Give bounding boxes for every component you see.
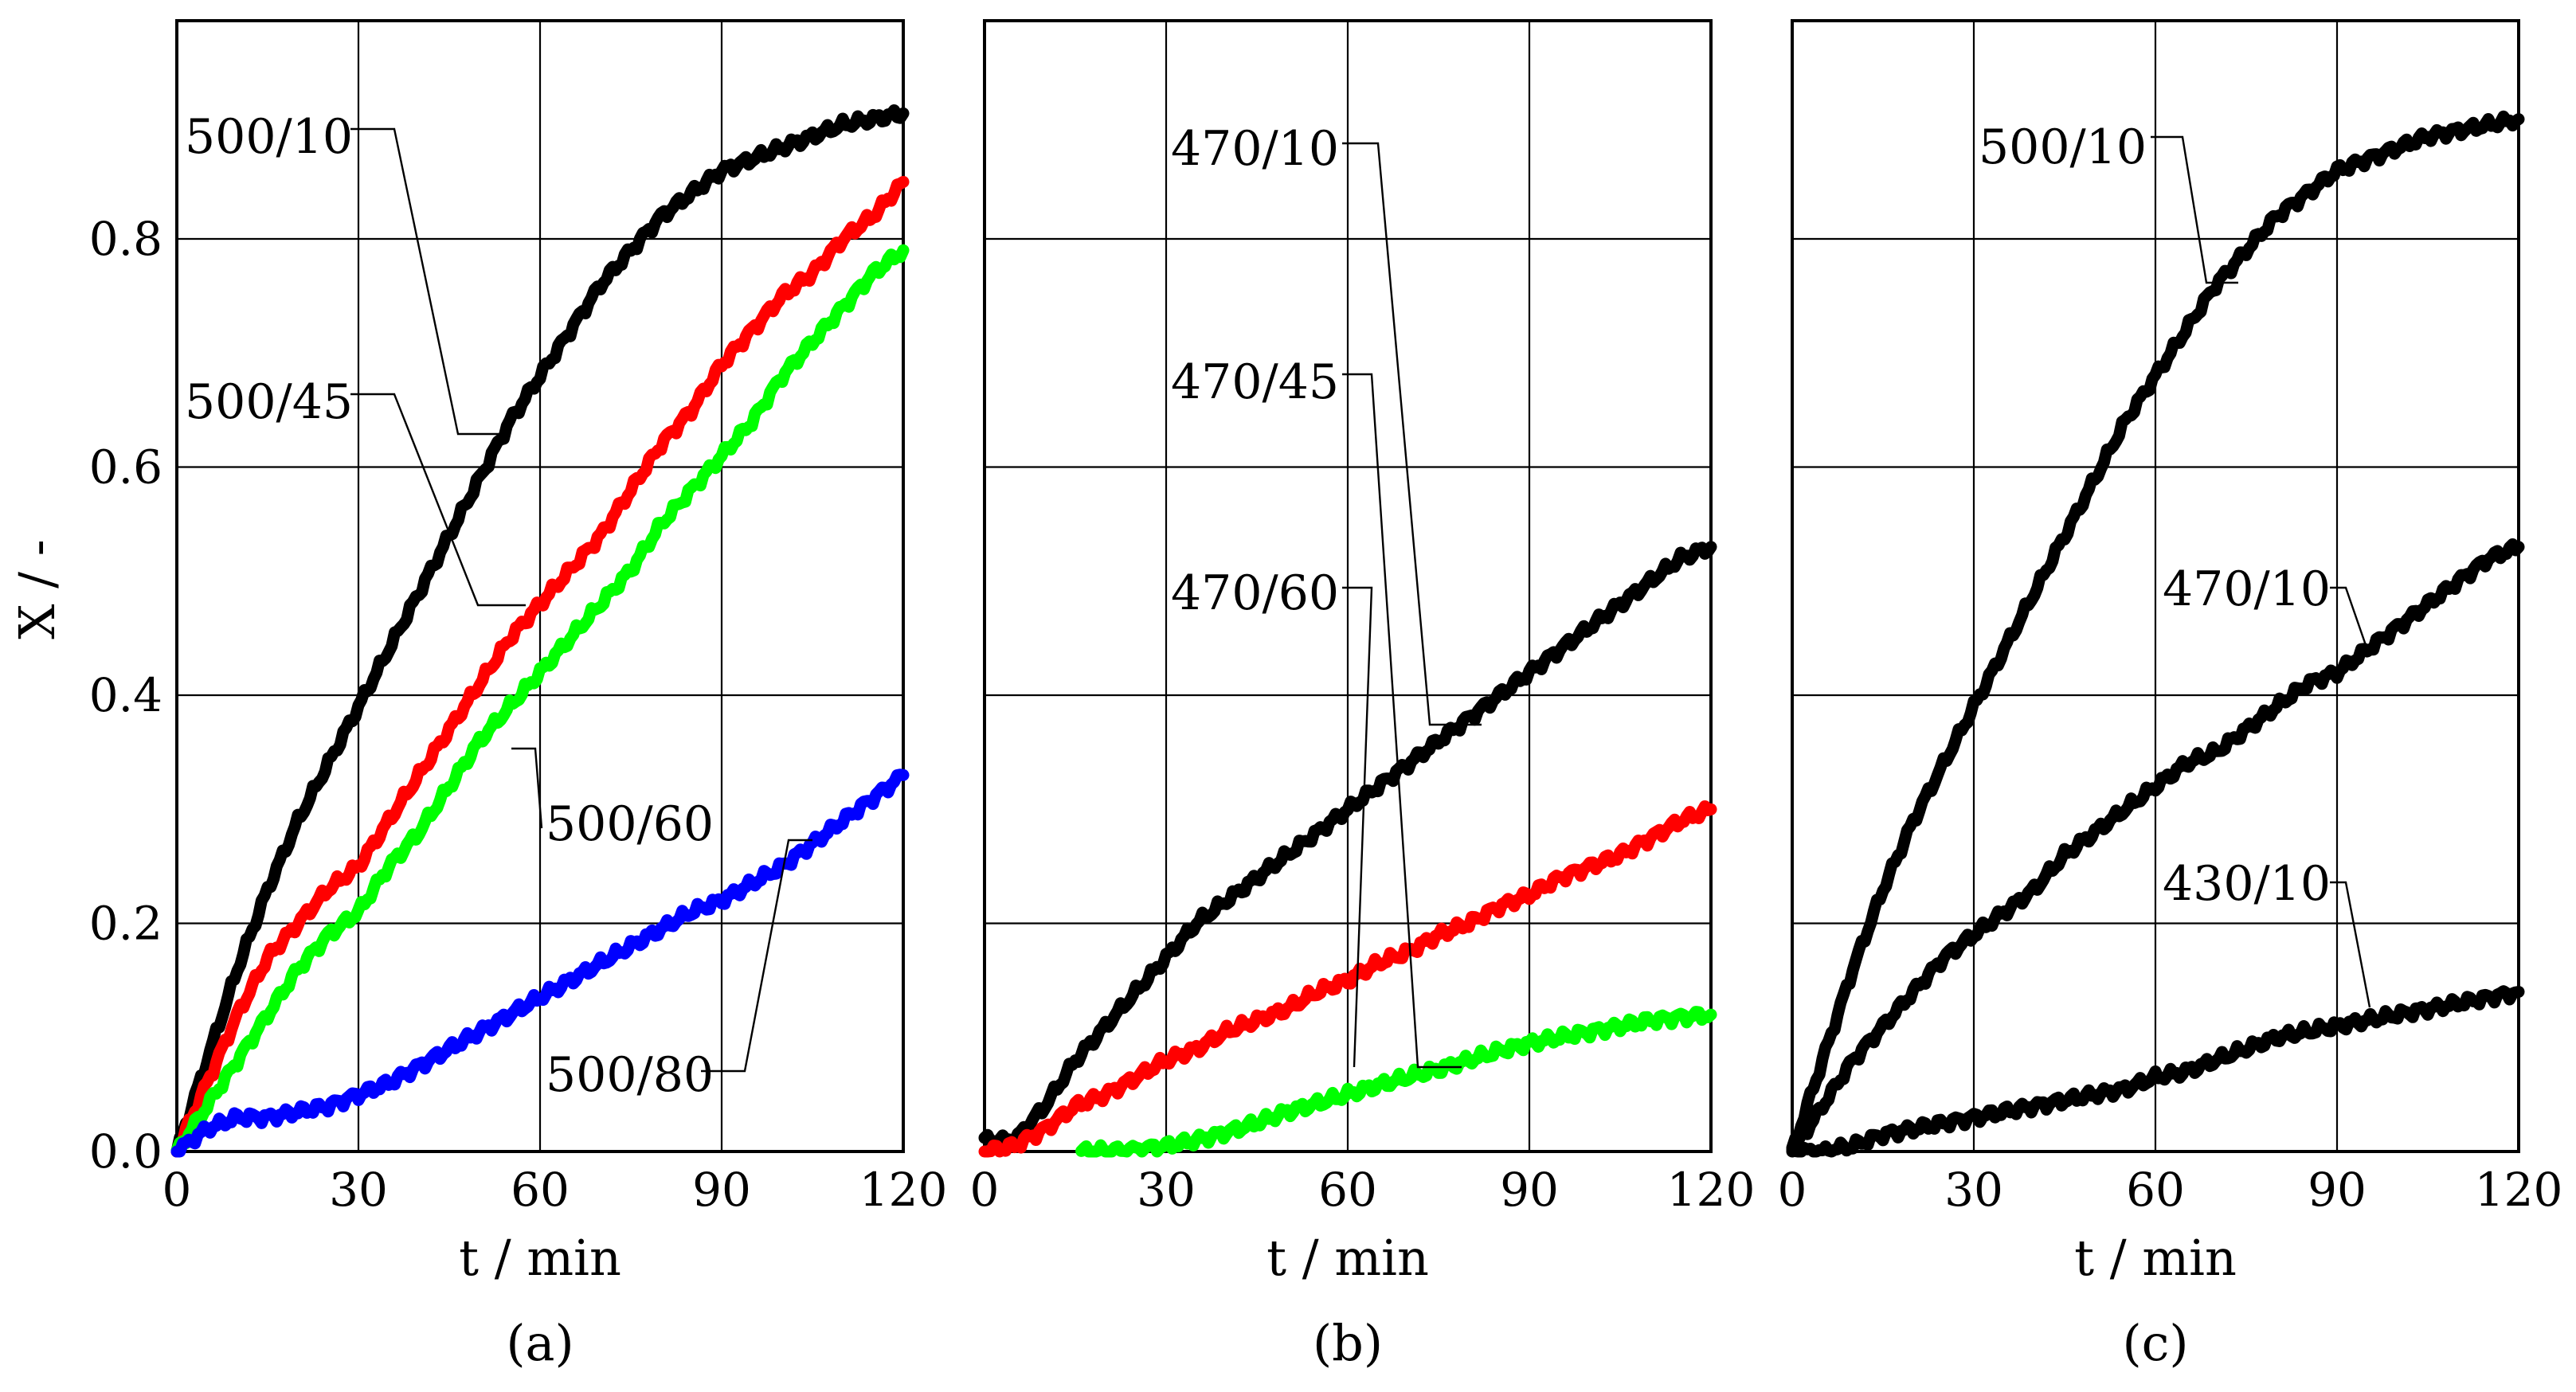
series-annotation: 500/60 — [546, 796, 714, 852]
series-annotation: 470/10 — [2163, 561, 2331, 617]
annotation-leader-line — [2330, 586, 2367, 646]
x-axis-title: t / min — [2074, 1229, 2237, 1287]
panel-caption: (a) — [506, 1314, 574, 1372]
x-tick-label: 60 — [2126, 1163, 2185, 1217]
series-annotation: 500/10 — [185, 109, 353, 165]
series-annotation: 500/80 — [546, 1047, 714, 1103]
series-line-500-45 — [170, 175, 910, 1158]
x-tick-label: 60 — [1318, 1163, 1377, 1217]
annotation-leader-line — [701, 839, 812, 1073]
plot-frame — [983, 19, 1713, 1153]
x-tick-label: 30 — [1944, 1163, 2003, 1217]
x-tick-label: 120 — [1667, 1163, 1756, 1217]
y-tick-label: 0.2 — [89, 897, 162, 951]
plot-frame — [175, 19, 905, 1153]
x-axis-title: t / min — [459, 1229, 621, 1287]
annotation-leader-line — [1342, 586, 1373, 1068]
series-line-500-10 — [1786, 110, 2525, 1154]
annotation-leader-line — [2330, 881, 2371, 1008]
series-line-500-10 — [170, 104, 910, 1158]
series-annotation: 470/10 — [1171, 121, 1339, 177]
series-line-470-45 — [978, 800, 1717, 1158]
y-tick-label: 0.4 — [89, 668, 162, 722]
x-tick-label: 60 — [511, 1163, 570, 1217]
series-annotation: 470/60 — [1171, 565, 1339, 621]
panel-caption: (b) — [1313, 1314, 1383, 1372]
x-tick-label: 30 — [1137, 1163, 1196, 1217]
y-tick-label: 0.6 — [89, 440, 162, 495]
x-tick-label: 0 — [162, 1163, 192, 1217]
x-tick-label: 120 — [859, 1163, 948, 1217]
x-tick-label: 90 — [1500, 1163, 1559, 1217]
x-tick-label: 0 — [1778, 1163, 1807, 1217]
x-tick-label: 30 — [329, 1163, 388, 1217]
x-tick-label: 90 — [2308, 1163, 2367, 1217]
panel-caption: (c) — [2122, 1314, 2188, 1372]
series-annotation: 500/45 — [185, 374, 353, 430]
series-line-430-10 — [1786, 985, 2525, 1158]
series-annotation: 430/10 — [2163, 856, 2331, 912]
y-tick-label: 0.8 — [89, 212, 162, 266]
y-tick-label: 0.0 — [89, 1124, 162, 1179]
annotation-leader-line — [511, 747, 543, 829]
annotation-leader-line — [1342, 373, 1462, 1069]
series-line-470-10 — [978, 541, 1717, 1152]
annotation-leader-line — [1342, 142, 1482, 726]
series-line-470-60 — [1075, 1006, 1717, 1158]
series-line-500-80 — [170, 768, 910, 1158]
x-axis-title: t / min — [1266, 1229, 1429, 1287]
series-annotation: 470/45 — [1171, 354, 1339, 410]
annotation-leader-line — [350, 393, 526, 607]
x-tick-label: 0 — [970, 1163, 1000, 1217]
series-line-500-60 — [170, 244, 910, 1156]
panel-b: 0 30 60 90 120 t / min (b) 470/10 470/45 470/60 — [970, 19, 1756, 1372]
annotation-leader-line — [2151, 135, 2238, 284]
y-axis-title: X / - — [8, 539, 66, 639]
plot-frame — [1791, 19, 2520, 1153]
x-tick-label: 90 — [692, 1163, 751, 1217]
panel-c: 0 30 60 90 120 t / min (c) 500/10 470/10 430/10 — [1778, 19, 2563, 1372]
series-annotation: 500/10 — [1979, 119, 2147, 175]
series-line-470-10 — [1786, 538, 2525, 1158]
x-tick-label: 120 — [2475, 1163, 2563, 1217]
panel-a: 0 30 60 90 120 0.0 0.2 0.4 0.6 0.8 t / min (a) 500/1… — [89, 19, 948, 1372]
annotation-leader-line — [350, 127, 506, 436]
